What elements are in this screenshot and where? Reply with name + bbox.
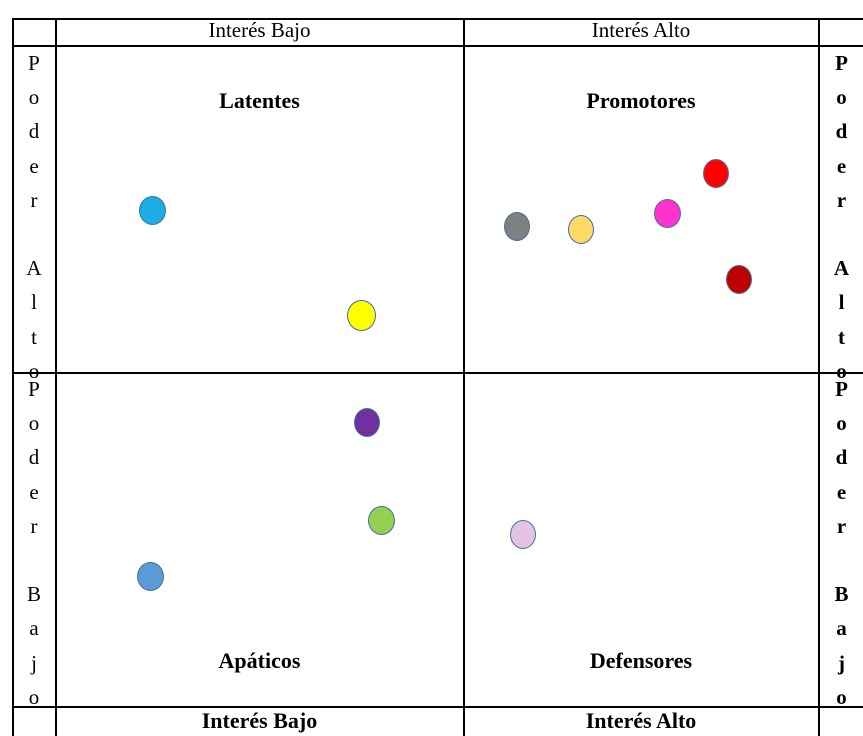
quadrant-title-apaticos: Apáticos	[218, 648, 301, 673]
header-interes-alto: Interés Alto	[591, 18, 691, 42]
stakeholder-circle-yellow	[347, 300, 376, 331]
stakeholder-circle-pink	[510, 520, 536, 549]
grid-middle-divider	[12, 372, 863, 374]
left-label-poder-bajo: P o d e r B a j o	[26, 377, 41, 709]
stakeholder-circle-purple	[354, 408, 380, 437]
grid-left-border	[12, 18, 14, 736]
stakeholder-circle-red	[703, 159, 729, 188]
grid-footer-divider	[12, 706, 863, 708]
stakeholder-circle-dark-red	[726, 265, 752, 294]
stakeholder-circle-light-orange	[568, 215, 594, 244]
stakeholder-circle-blue	[139, 196, 166, 225]
grid-right-divider	[818, 18, 820, 736]
left-label-poder-alto: P o d e r A l t o	[26, 51, 42, 383]
stakeholder-circle-steel-blue	[137, 562, 164, 591]
grid-top-border	[12, 18, 863, 20]
grid-left-divider	[55, 18, 57, 736]
footer-interes-bajo: Interés Bajo	[201, 708, 318, 733]
stakeholder-circle-gray	[504, 212, 530, 241]
quadrant-title-latentes: Latentes	[219, 88, 300, 113]
footer-interes-alto: Interés Alto	[585, 708, 697, 733]
quadrant-title-defensores: Defensores	[589, 648, 693, 673]
right-label-poder-alto: P o d e r A l t o	[833, 51, 850, 383]
grid-center-divider	[463, 18, 465, 736]
stakeholder-circle-magenta	[654, 199, 681, 228]
stakeholder-circle-green	[368, 506, 395, 535]
right-label-poder-bajo: P o d e r B a j o	[834, 377, 849, 709]
header-interes-bajo: Interés Bajo	[208, 18, 311, 42]
quadrant-title-promotores: Promotores	[586, 88, 696, 113]
grid-header-divider	[12, 45, 863, 47]
